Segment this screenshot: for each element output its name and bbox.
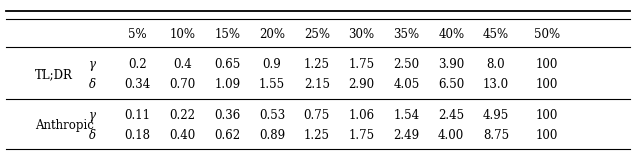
Text: 2.50: 2.50 xyxy=(394,58,419,71)
Text: 0.2: 0.2 xyxy=(128,58,147,71)
Text: 1.54: 1.54 xyxy=(394,109,419,122)
Text: 0.75: 0.75 xyxy=(303,109,330,122)
Text: γ: γ xyxy=(90,109,96,122)
Text: 1.75: 1.75 xyxy=(349,129,374,142)
Text: δ: δ xyxy=(89,78,97,91)
Text: 0.53: 0.53 xyxy=(259,109,285,122)
Text: 8.75: 8.75 xyxy=(483,129,509,142)
Text: 100: 100 xyxy=(536,109,558,122)
Text: 0.22: 0.22 xyxy=(170,109,195,122)
Text: 3.90: 3.90 xyxy=(438,58,465,71)
Text: 10%: 10% xyxy=(170,28,195,41)
Text: 0.70: 0.70 xyxy=(169,78,196,91)
Text: 0.36: 0.36 xyxy=(214,109,241,122)
Text: 5%: 5% xyxy=(128,28,147,41)
Text: 0.40: 0.40 xyxy=(169,129,196,142)
Text: 0.11: 0.11 xyxy=(125,109,150,122)
Text: 8.0: 8.0 xyxy=(486,58,506,71)
Text: 1.55: 1.55 xyxy=(259,78,285,91)
Text: 100: 100 xyxy=(536,58,558,71)
Text: 25%: 25% xyxy=(304,28,330,41)
Text: γ: γ xyxy=(90,58,96,71)
Text: 30%: 30% xyxy=(349,28,374,41)
Text: 2.49: 2.49 xyxy=(394,129,419,142)
Text: 0.34: 0.34 xyxy=(124,78,151,91)
Text: 4.05: 4.05 xyxy=(393,78,420,91)
Text: 13.0: 13.0 xyxy=(483,78,509,91)
Text: 0.89: 0.89 xyxy=(259,129,285,142)
Text: 20%: 20% xyxy=(259,28,285,41)
Text: 50%: 50% xyxy=(534,28,560,41)
Text: 1.75: 1.75 xyxy=(349,58,374,71)
Text: 0.9: 0.9 xyxy=(262,58,282,71)
Text: 2.90: 2.90 xyxy=(349,78,374,91)
Text: 15%: 15% xyxy=(214,28,240,41)
Text: 2.15: 2.15 xyxy=(304,78,330,91)
Text: δ: δ xyxy=(89,129,97,142)
Text: 4.95: 4.95 xyxy=(483,109,509,122)
Text: 1.25: 1.25 xyxy=(304,129,330,142)
Text: 0.65: 0.65 xyxy=(214,58,241,71)
Text: 0.62: 0.62 xyxy=(214,129,240,142)
Text: 6.50: 6.50 xyxy=(438,78,465,91)
Text: 100: 100 xyxy=(536,129,558,142)
Text: 1.25: 1.25 xyxy=(304,58,330,71)
Text: 0.18: 0.18 xyxy=(125,129,150,142)
Text: 40%: 40% xyxy=(438,28,464,41)
Text: 1.09: 1.09 xyxy=(214,78,240,91)
Text: 1.06: 1.06 xyxy=(349,109,374,122)
Text: 45%: 45% xyxy=(483,28,509,41)
Text: 0.4: 0.4 xyxy=(173,58,192,71)
Text: 100: 100 xyxy=(536,78,558,91)
Text: Anthropic: Anthropic xyxy=(35,119,94,132)
Text: 4.00: 4.00 xyxy=(438,129,465,142)
Text: 2.45: 2.45 xyxy=(438,109,464,122)
Text: 35%: 35% xyxy=(394,28,419,41)
Text: TL;DR: TL;DR xyxy=(35,68,73,81)
